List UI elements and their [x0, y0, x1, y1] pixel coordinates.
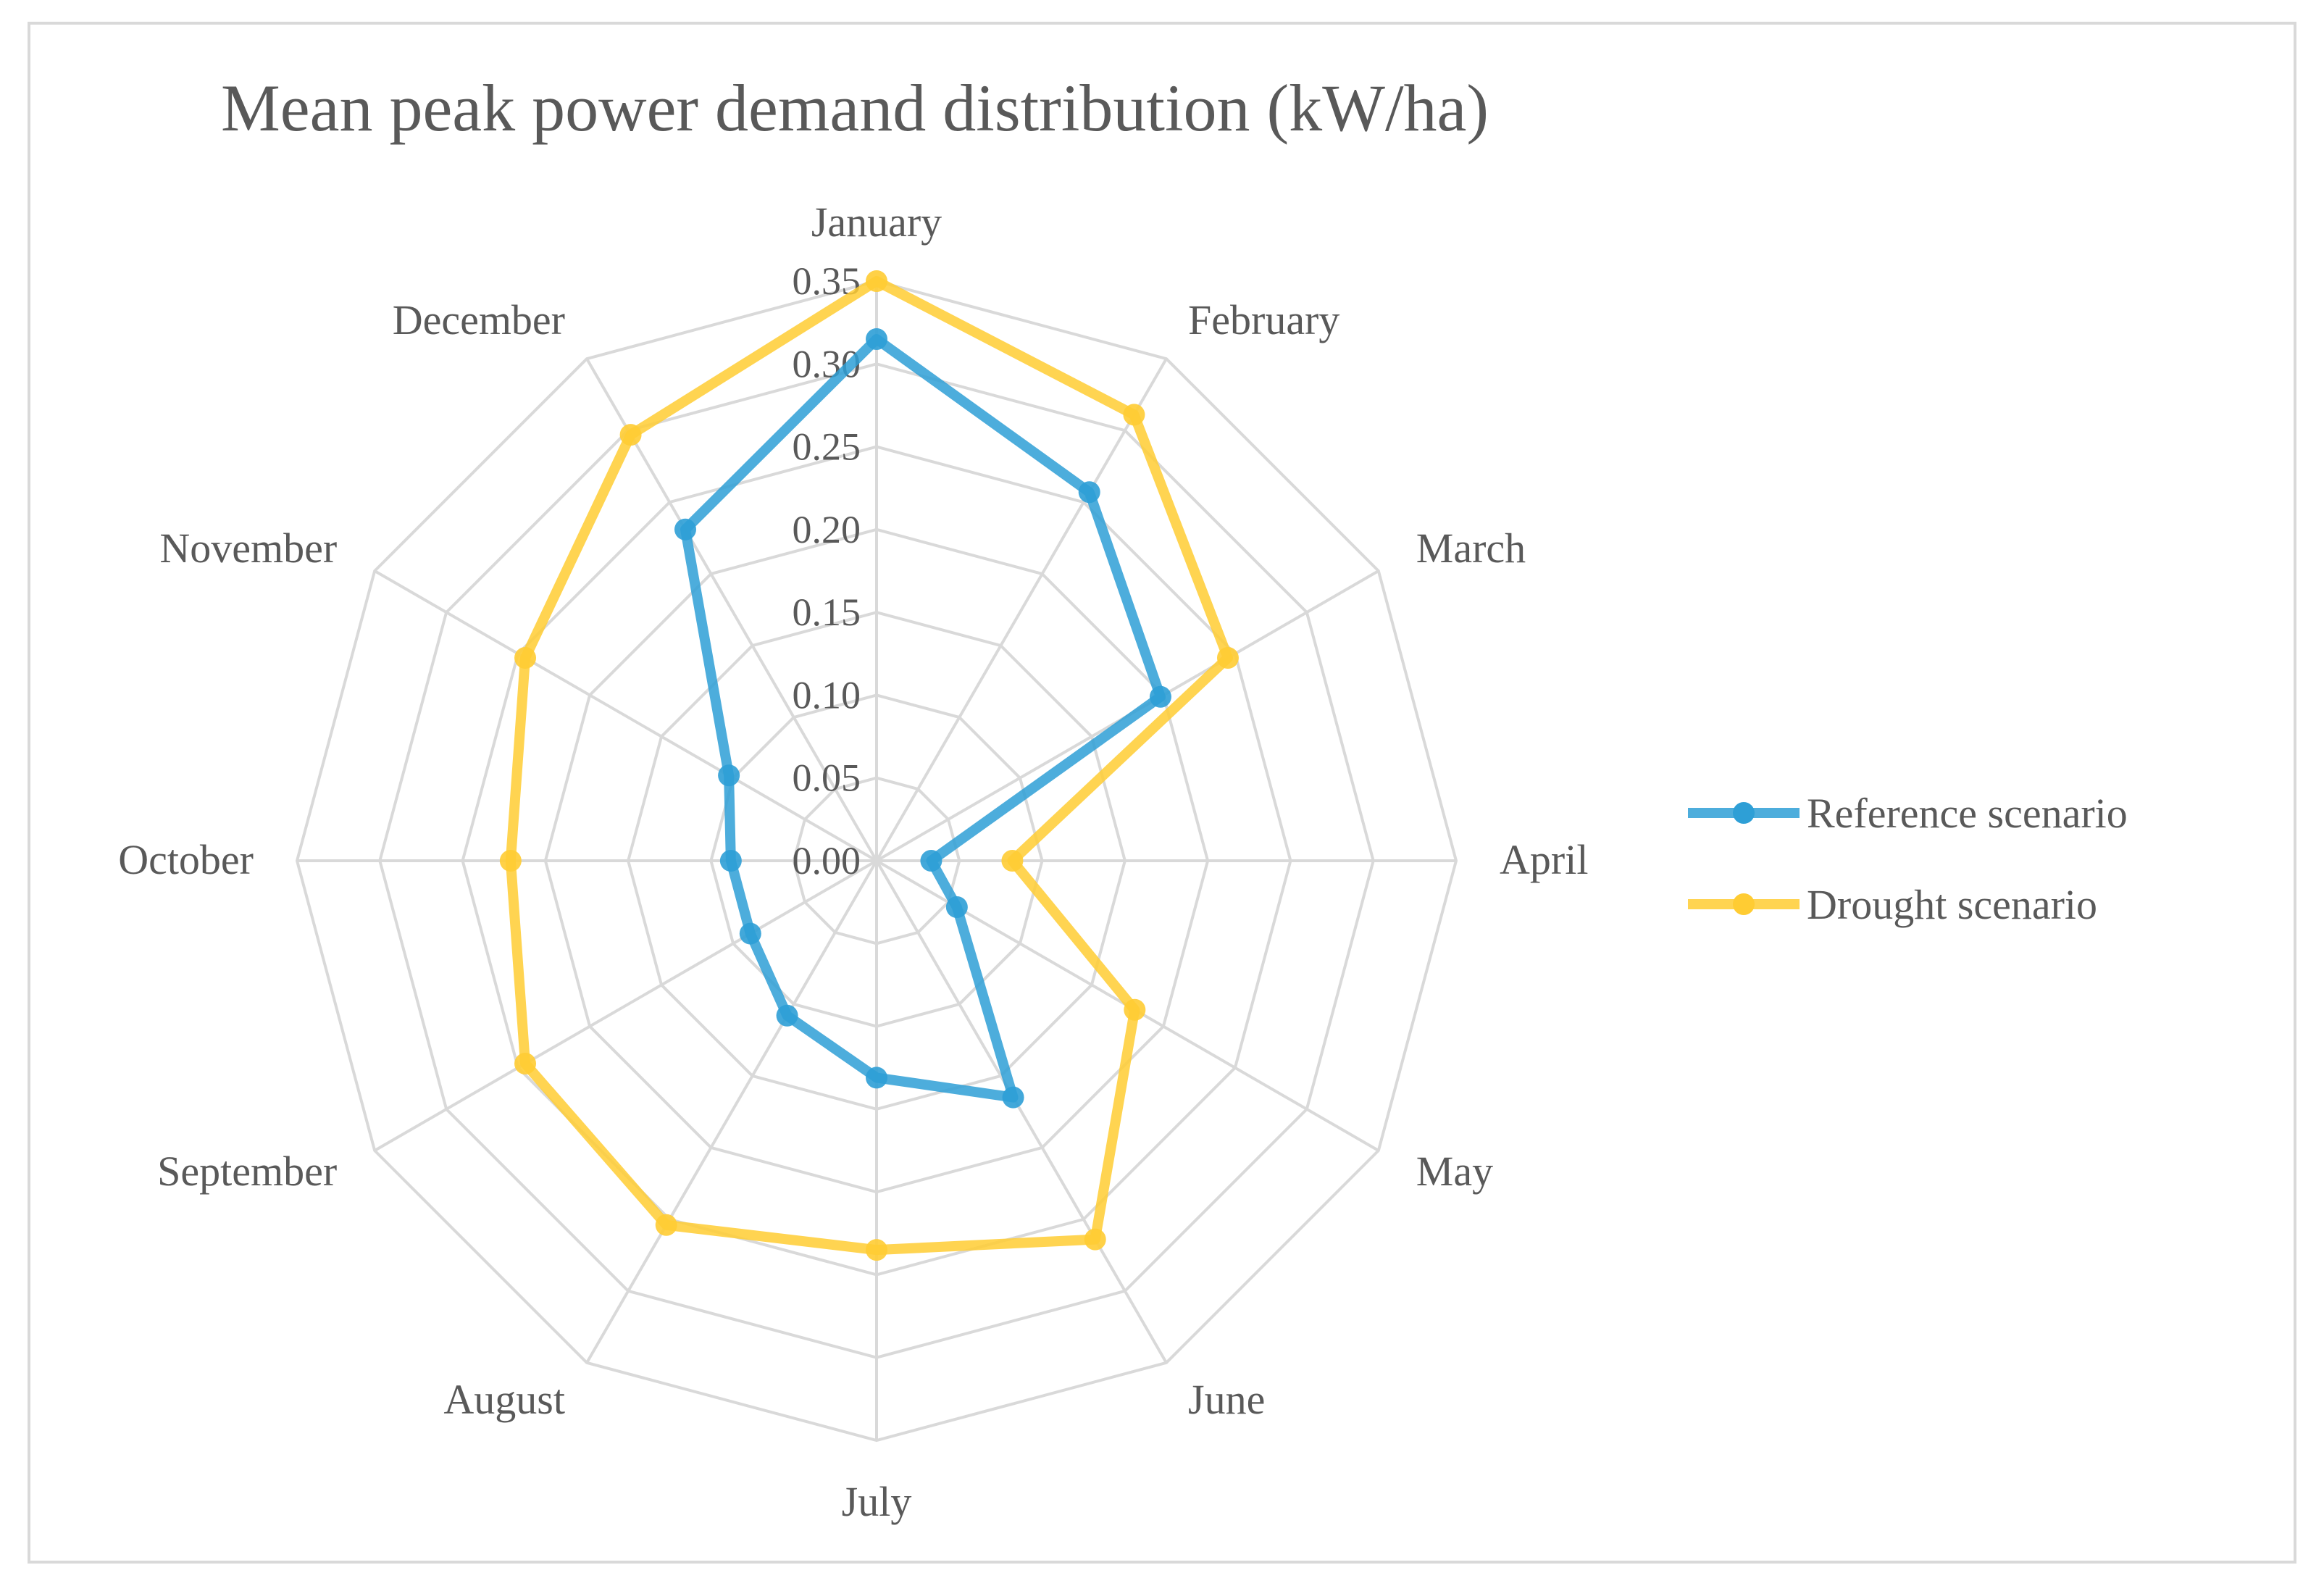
category-label-january: January [811, 199, 942, 246]
category-labels: January February March April May June July Augu… [118, 199, 1588, 1525]
spoke-june [875, 859, 1168, 1364]
data-point-drought-scenario-october [499, 850, 522, 872]
category-label-may: May [1416, 1148, 1493, 1195]
data-point-drought-scenario-march [1216, 647, 1239, 669]
radar-spokes [297, 281, 1456, 1440]
tick-label: 0.10 [793, 673, 861, 717]
data-point-drought-scenario-august [655, 1214, 677, 1236]
data-point-reference-scenario-march [1149, 685, 1171, 708]
data-point-drought-scenario-february [1123, 404, 1145, 426]
data-point-reference-scenario-september [739, 922, 761, 945]
category-label-march: March [1416, 525, 1526, 572]
category-label-august: August [443, 1376, 565, 1423]
series-reference-scenario [674, 328, 1171, 1109]
spoke-february [875, 358, 1168, 862]
category-label-april: April [1500, 836, 1588, 883]
series-line-drought-scenario [505, 276, 1233, 1256]
legend-label-reference-scenario: Reference scenario [1807, 790, 2128, 837]
data-point-reference-scenario-february [1078, 481, 1100, 504]
data-point-reference-scenario-july [866, 1067, 887, 1089]
data-point-drought-scenario-june [1084, 1228, 1106, 1251]
tick-label: 0.15 [793, 590, 861, 634]
data-point-drought-scenario-december [619, 424, 642, 446]
category-label-june: June [1188, 1376, 1265, 1423]
data-point-reference-scenario-august [776, 1004, 798, 1027]
data-point-drought-scenario-january [866, 270, 887, 292]
category-label-november: November [159, 525, 337, 572]
category-label-july: July [842, 1478, 912, 1525]
data-series [499, 270, 1239, 1261]
data-point-drought-scenario-april [1001, 850, 1024, 872]
series-drought-scenario [499, 270, 1239, 1261]
data-point-reference-scenario-june [1002, 1086, 1024, 1109]
tick-label: 0.25 [793, 425, 861, 469]
spoke-september [374, 859, 878, 1152]
data-point-drought-scenario-july [866, 1239, 887, 1261]
legend-marker-reference-scenario [1733, 802, 1755, 824]
data-point-reference-scenario-april [920, 850, 942, 872]
spoke-august [585, 859, 878, 1364]
legend-label-drought-scenario: Drought scenario [1807, 881, 2097, 928]
tick-label: 0.20 [793, 508, 861, 551]
data-point-drought-scenario-november [514, 647, 537, 669]
data-point-reference-scenario-december [674, 518, 696, 541]
legend: Reference scenario Drought scenario [1688, 790, 2128, 928]
legend-item-reference-scenario: Reference scenario [1688, 790, 2128, 837]
radial-tick-labels: 0.000.050.100.150.200.250.300.35 [793, 259, 861, 882]
tick-label: 0.00 [793, 839, 861, 882]
data-point-reference-scenario-october [719, 850, 742, 872]
legend-item-drought-scenario: Drought scenario [1688, 881, 2097, 928]
data-point-reference-scenario-may [945, 896, 968, 918]
data-point-drought-scenario-september [514, 1053, 537, 1074]
data-point-reference-scenario-january [866, 328, 887, 350]
tick-label: 0.05 [793, 756, 861, 800]
category-label-december: December [393, 296, 565, 343]
data-point-drought-scenario-may [1124, 998, 1146, 1021]
category-label-february: February [1188, 296, 1339, 343]
data-point-reference-scenario-november [718, 764, 740, 787]
spoke-november [374, 569, 878, 862]
legend-marker-drought-scenario [1733, 893, 1755, 915]
chart-title: Mean peak power demand distribution (kW/… [221, 71, 1489, 145]
category-label-october: October [118, 836, 254, 883]
category-label-september: September [157, 1148, 337, 1195]
chart-frame [28, 22, 2296, 1564]
